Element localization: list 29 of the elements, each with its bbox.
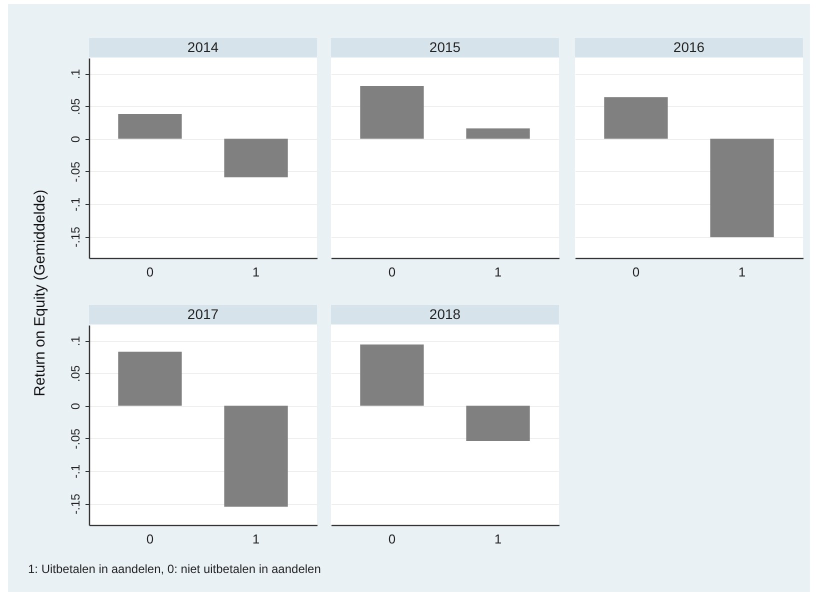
y-tick-label: -.05: [68, 161, 82, 182]
y-tick-label: -.1: [68, 197, 82, 212]
x-tick-label: 1: [494, 532, 502, 546]
chart-title: 2018: [331, 305, 559, 324]
y-tick-label: .1: [68, 336, 82, 346]
x-tick-label: 0: [632, 264, 640, 280]
x-tick-label: 0: [388, 532, 396, 546]
y-tick-label: -.15: [68, 493, 82, 514]
x-tick-label: 0: [146, 532, 154, 546]
x-tick-label: 1: [738, 264, 746, 280]
y-tick-label: -.1: [68, 464, 82, 478]
chart-title: 2015: [331, 38, 559, 57]
y-tick-label: 0: [68, 402, 82, 410]
y-tick-label: .05: [68, 98, 82, 116]
x-tick-label: 0: [146, 264, 154, 280]
chart-title: 2017: [89, 305, 317, 324]
text: 1: Uitbetalen in aandelen, 0: niet uitbetalen in aandelen: [28, 562, 321, 576]
y-tick-label: -.15: [68, 226, 82, 248]
x-tick-label: 0: [388, 264, 396, 280]
x-tick-label: 1: [494, 264, 502, 280]
x-tick-label: 1: [252, 532, 260, 546]
x-tick-label: 1: [252, 264, 260, 280]
y-tick-label: -.05: [68, 428, 82, 450]
y-tick-label: 0: [68, 136, 82, 143]
chart-title: 2014: [89, 38, 317, 57]
y-tick-label: .1: [68, 68, 82, 80]
chart-title: 2016: [575, 38, 803, 57]
y-tick-label: .05: [68, 365, 82, 382]
y-axis-title: Return on Equity (Gemiddelde): [32, 190, 48, 396]
